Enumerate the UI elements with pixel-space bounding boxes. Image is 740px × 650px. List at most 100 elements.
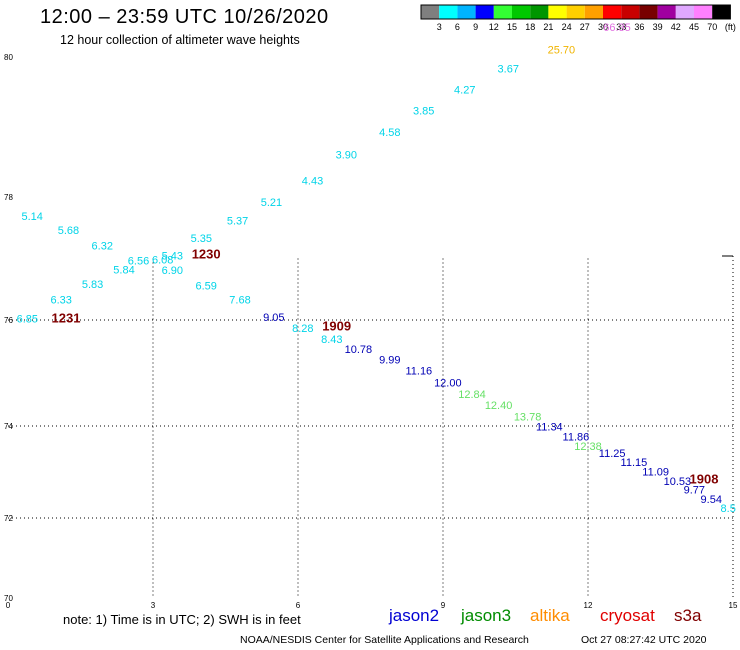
color-scale-tick: 24 — [562, 22, 572, 32]
wave-height-label: 11.09 — [642, 467, 669, 479]
wave-height-label: 11.15 — [621, 457, 648, 469]
color-scale-legend: 3 6 9 12 15 18 21 24 27 30 33 36 39 42 45 70 (ft) — [420, 4, 736, 32]
color-scale-tick: 9 — [473, 22, 478, 32]
y-tick-label: 78 — [4, 193, 13, 202]
wave-height-label: 6.85 — [17, 314, 38, 326]
wave-height-label: 6.56 — [128, 256, 149, 268]
time-marker-label: 1908 — [690, 472, 719, 487]
color-swatch — [493, 5, 512, 19]
wave-height-label: 12.40 — [485, 400, 513, 412]
color-swatch — [530, 5, 549, 19]
wave-height-label: 12.84 — [458, 389, 486, 401]
wave-height-label: 25.70 — [548, 45, 576, 57]
credit-line: NOAA/NESDIS Center for Satellite Applica… — [240, 634, 529, 646]
x-tick-label: 15 — [729, 601, 738, 610]
color-scale-tick: 18 — [525, 22, 535, 32]
x-tick-label: 0 — [6, 601, 11, 610]
color-swatch — [421, 5, 440, 19]
color-scale-tick: 70 — [707, 22, 717, 32]
map-grid — [8, 255, 734, 598]
x-tick-label: 12 — [584, 601, 593, 610]
wave-height-label: 6.33 — [50, 294, 71, 306]
satellite-legend-altika: altika — [530, 606, 570, 625]
x-tick-label: 6 — [296, 601, 301, 610]
wave-height-label: 12.00 — [434, 377, 462, 389]
wave-height-label: 3.90 — [336, 150, 357, 162]
color-swatch — [694, 5, 713, 19]
wave-height-label: 12.38 — [574, 441, 602, 453]
color-scale-tick: 21 — [543, 22, 553, 32]
footnote: note: 1) Time is in UTC; 2) SWH is in fe… — [63, 612, 301, 627]
wave-height-label: 6.90 — [162, 265, 183, 277]
wave-height-label: 3.85 — [413, 105, 434, 117]
wave-height-label: 5.84 — [113, 264, 134, 276]
color-swatch — [512, 5, 531, 19]
color-swatch — [621, 5, 640, 19]
wave-height-label: 4.27 — [454, 84, 475, 96]
wave-height-label: 4.43 — [302, 175, 323, 187]
wave-height-label: 5.14 — [21, 211, 42, 223]
color-swatch — [475, 5, 494, 19]
wave-height-label: 11.86 — [563, 432, 590, 444]
wave-height-label: 10.53 — [664, 476, 692, 488]
x-tick-label: 9 — [441, 601, 446, 610]
color-swatch — [675, 5, 694, 19]
color-swatch — [639, 5, 658, 19]
wave-height-label: 8.5 — [721, 503, 736, 515]
color-swatch — [566, 5, 585, 19]
wave-height-label: 9.99 — [379, 354, 400, 366]
wave-height-label: 5.21 — [261, 197, 282, 209]
color-scale-tick: 6 — [455, 22, 460, 32]
color-scale-tick: 3 — [437, 22, 442, 32]
time-marker-label: 1230 — [192, 247, 221, 262]
color-scale-tick: 36 — [634, 22, 644, 32]
color-scale-tick: 30 — [598, 22, 608, 32]
color-swatch — [712, 5, 731, 19]
color-scale-tick: 12 — [489, 22, 499, 32]
x-tick-label: 3 — [151, 601, 156, 610]
wave-height-label: 11.16 — [405, 366, 432, 378]
y-tick-label: 70 — [4, 594, 13, 603]
color-scale-tick: (ft) — [725, 22, 736, 32]
satellite-legend-jason2: jason2 — [389, 606, 440, 625]
wave-height-label: 13.78 — [514, 412, 542, 424]
color-scale-tick: 39 — [653, 22, 663, 32]
color-swatch — [548, 5, 567, 19]
satellite-legend-jason3: jason3 — [461, 606, 512, 625]
chart-title: 12:00 – 23:59 UTC 10/26/2020 — [40, 6, 329, 28]
wave-height-label: 5.35 — [191, 233, 212, 245]
wave-height-labels: 5.14 5.68 6.32 6.56 6.085.43 5.35 5.37 5.21 4.43… — [17, 22, 736, 515]
color-swatch — [439, 5, 458, 19]
wave-height-label: 9.05 — [263, 312, 284, 324]
color-scale-tick: 42 — [671, 22, 681, 32]
chart-subtitle: 12 hour collection of altimeter wave hei… — [60, 33, 300, 47]
satellite-legend-s3a: s3a — [674, 606, 702, 625]
wave-height-label: 9.77 — [684, 485, 705, 497]
wave-height-label: 6.08 — [152, 254, 173, 266]
time-markers: 1231 1230 1909 1908 — [52, 247, 719, 487]
color-swatch — [657, 5, 676, 19]
y-tick-label: 76 — [4, 316, 13, 325]
wave-height-label: 11.25 — [599, 448, 626, 460]
wave-height-label: 5.68 — [58, 225, 79, 237]
y-tick-label: 72 — [4, 514, 13, 523]
color-scale-border — [420, 4, 731, 20]
timestamp: Oct 27 08:27:42 UTC 2020 — [581, 634, 707, 646]
satellite-legend-cryosat: cryosat — [600, 606, 655, 625]
wave-height-label: 3.67 — [498, 63, 519, 75]
y-tick-label: 80 — [4, 53, 13, 62]
wave-height-label: 5.43 — [162, 251, 183, 263]
wave-height-label: 6.32 — [92, 240, 113, 252]
y-tick-label: 74 — [4, 422, 13, 431]
wave-height-label: 11.34 — [536, 422, 563, 434]
wave-height-label: 5.37 — [227, 216, 248, 228]
wave-height-label: 9.54 — [701, 494, 722, 506]
time-marker-label: 1231 — [52, 311, 81, 326]
color-scale-tick: 33 — [616, 22, 626, 32]
color-swatch — [584, 5, 603, 19]
wave-height-label: 6.59 — [195, 280, 216, 292]
axis-ticks: 0 3 6 9 12 15 80 78 76 74 72 70 — [4, 53, 738, 610]
color-swatch — [457, 5, 476, 19]
wave-height-label: 7.68 — [229, 294, 250, 306]
wave-height-label: 66.35 — [603, 22, 631, 34]
